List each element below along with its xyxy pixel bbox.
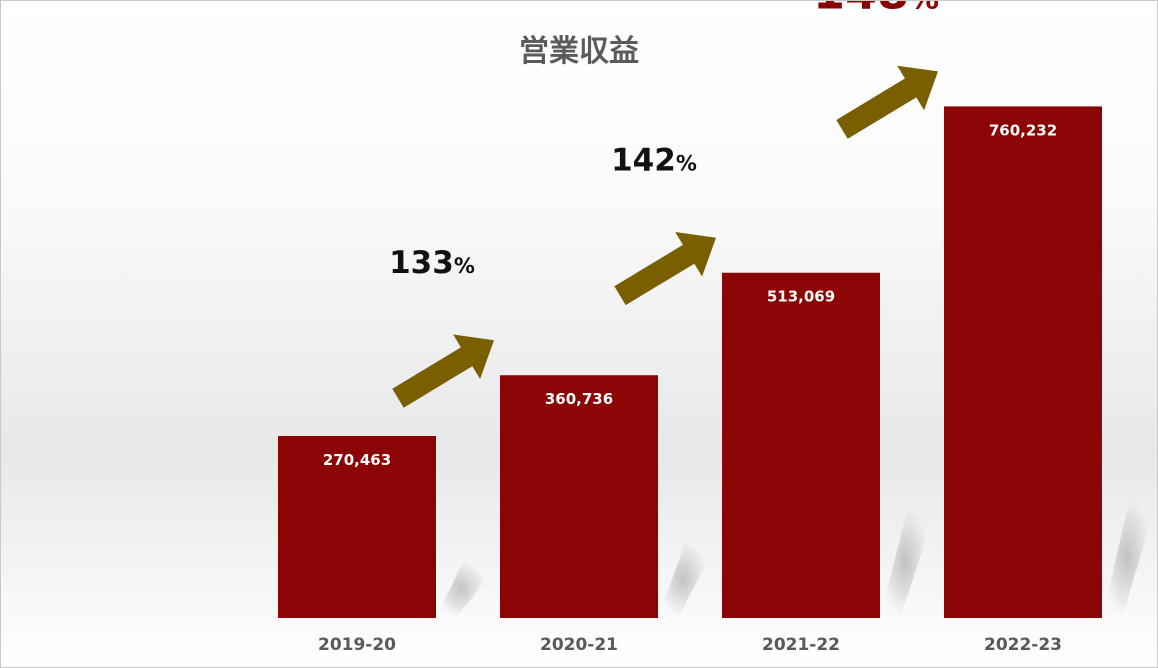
bar-value-label: 760,232 bbox=[989, 121, 1057, 139]
bar-shadow bbox=[880, 507, 930, 618]
growth-arrow bbox=[614, 232, 716, 306]
growth-arrow bbox=[836, 65, 938, 139]
bar bbox=[500, 375, 658, 618]
growth-arrow bbox=[392, 334, 494, 408]
category-label: 2022-23 bbox=[984, 635, 1062, 655]
bar-shadow bbox=[658, 540, 708, 618]
bar bbox=[944, 106, 1102, 619]
bar-value-label: 270,463 bbox=[323, 451, 391, 469]
growth-rate-label: 142% bbox=[611, 143, 697, 179]
growth-rate-unit: % bbox=[909, 1, 939, 16]
growth-rate-label: 133% bbox=[389, 245, 475, 281]
chart-title: 営業収益 bbox=[519, 34, 639, 69]
bar bbox=[722, 272, 880, 618]
growth-rate-label: 148% bbox=[813, 1, 939, 19]
bar-value-label: 513,069 bbox=[767, 288, 835, 306]
category-label: 2020-21 bbox=[540, 635, 618, 655]
category-label: 2021-22 bbox=[762, 635, 840, 655]
bar-shadow bbox=[1102, 498, 1152, 618]
bar-value-label: 360,736 bbox=[545, 390, 613, 408]
category-label: 2019-20 bbox=[318, 635, 396, 655]
growth-rate-value: 142 bbox=[611, 143, 676, 179]
growth-rate-value: 133 bbox=[389, 245, 454, 281]
growth-rate-value: 148 bbox=[813, 1, 909, 19]
growth-rate-unit: % bbox=[676, 152, 697, 176]
bar bbox=[278, 435, 436, 618]
growth-rate-unit: % bbox=[454, 254, 475, 278]
bar-shadow bbox=[436, 559, 486, 618]
